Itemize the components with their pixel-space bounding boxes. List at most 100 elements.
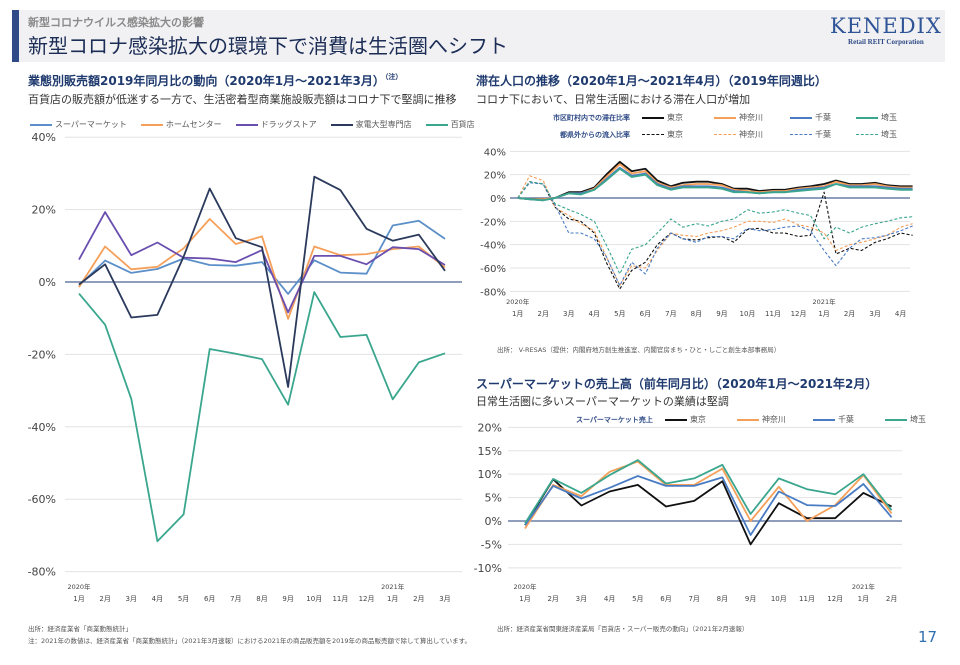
y-tick-label: -40% [28,421,56,434]
legend-label: 埼玉 [881,113,897,122]
legend-group-label: 市区町村内での滞在比率 [553,113,630,122]
y-tick-label: -60% [480,264,506,275]
series-line-0 [78,219,446,295]
logo-subtitle: Retail REIT Corporation [848,38,924,46]
bottom-chart-title: スーパーマーケットの売上高（前年同月比）（2020年1月～2021年2月） [476,377,878,391]
x-tick-label: 5月 [632,595,643,603]
mid-chart-title: 滞在人口の推移（2020年1月～2021年4月）（2019年同週比） [476,74,827,88]
y-tick-label: -80% [28,566,56,579]
y-tick-label: 5% [485,492,502,505]
legend-item-supermarket: スーパーマーケット [30,119,127,130]
legend-label: 神奈川 [739,130,763,139]
x-tick-label: 11月 [332,595,348,603]
x-tick-label: 1月 [858,595,869,603]
legend-label: 家電大型専門店 [355,120,412,129]
x-tick-label: 10月 [771,595,787,603]
x-tick-label: 5月 [614,310,625,318]
mid-chart-subtitle: コロナ下において、日常生活圏における滞在人口が増加 [476,93,751,106]
y-tick-label: 0% [39,276,56,289]
y-tick-label: 40% [484,147,506,158]
x-year-label: 2020年 [67,582,91,591]
page-number: 17 [918,628,938,646]
legend-item-tokyo: 東京 [664,414,723,425]
y-tick-label: -10% [474,562,502,575]
x-tick-label: 10月 [306,595,322,603]
x-tick-label: 8月 [717,595,728,603]
x-tick-label: 4月 [895,310,906,318]
left-chart-subtitle: 百貨店の販売額が低迷する一方で、生活密着型商業施設販売額はコロナ下で堅調に推移 [28,93,457,106]
page-title: 新型コロナ感染拡大の環境下で消費は生活圏へシフト [28,34,508,58]
legend-swatch [425,123,448,126]
x-tick-label: 4月 [589,310,600,318]
x-tick-label: 11月 [799,595,815,603]
legend-swatch [884,418,907,421]
series-line-inflow-6 [517,182,913,287]
legend-item-kanagawa-inflow: 神奈川 [714,129,776,140]
legend-label: ホームセンター [165,120,222,129]
legend-item-department-store: 百貨店 [425,119,475,130]
x-tick-label: 2月 [547,595,558,603]
x-tick-label: 12月 [791,310,807,318]
x-tick-label: 6月 [204,595,215,603]
legend-swatch [856,134,878,135]
series-line-3 [78,175,446,388]
legend-label: 埼玉 [909,415,926,424]
x-tick-label: 2月 [844,310,855,318]
x-tick-label: 8月 [691,310,702,318]
legend-label: 千葉 [815,130,831,139]
legend-item-chiba-inflow: 千葉 [790,129,842,140]
series-line-4 [78,291,446,543]
legend-swatch [812,418,835,421]
legend-swatch [235,123,258,126]
legend-label: 神奈川 [739,113,763,122]
x-tick-label: 5月 [178,595,189,603]
legend-swatch [790,116,812,119]
x-year-label: 2021年 [852,582,876,591]
logo-wordmark: KENEDIX [830,14,942,38]
bottom-chart-source: 出所：経済産業省関東経済産業局「百貨店・スーパー販売の動向」（2021年2月速報… [497,625,749,633]
legend-item-electronics: 家電大型専門店 [330,119,412,130]
y-tick-label: 15% [478,445,502,458]
legend-label: 千葉 [837,415,854,424]
y-tick-label: 40% [32,131,56,144]
legend-swatch [140,123,163,126]
x-tick-label: 1月 [387,595,398,603]
x-tick-label: 2月 [413,595,424,603]
left-chart-title-text: 業態別販売額2019年同月比の動向（2020年1月～2021年3月） [28,74,385,88]
series-line-3 [524,459,893,524]
x-tick-label: 7月 [665,310,676,318]
left-chart-title-note: （注） [384,73,403,81]
x-tick-label: 6月 [640,310,651,318]
header-band [12,10,945,62]
legend-item-saitama: 埼玉 [884,414,926,425]
y-tick-label: -20% [28,348,56,361]
y-tick-label: -20% [480,217,506,228]
x-year-label: 2020年 [506,297,530,306]
x-tick-label: 4月 [604,595,615,603]
x-tick-label: 7月 [688,595,699,603]
x-tick-label: 1月 [519,595,530,603]
y-tick-label: -80% [480,287,506,298]
legend-swatch [330,123,353,126]
x-tick-label: 3月 [563,310,574,318]
legend-swatch [790,134,812,135]
legend-swatch [714,134,736,135]
legend-group-label: スーパーマーケット売上 [576,415,653,424]
legend-swatch [664,418,687,421]
x-tick-label: 9月 [716,310,727,318]
series-line-inflow-5 [517,175,913,287]
legend-label: 東京 [667,113,683,122]
legend-item-kanagawa: 神奈川 [736,414,799,425]
x-tick-label: 7月 [230,595,241,603]
legend-item-saitama-inflow: 埼玉 [856,129,897,140]
legend-item-chiba: 千葉 [812,414,871,425]
legend-label: 埼玉 [881,130,897,139]
y-tick-label: 0% [485,515,502,528]
x-tick-label: 2月 [886,595,897,603]
series-line-1 [78,218,446,320]
legend-item-tokyo: 東京 [642,112,700,123]
x-tick-label: 2月 [537,310,548,318]
legend-item-home-center: ホームセンター [140,119,222,130]
x-year-label: 2021年 [381,582,405,591]
legend-item-drugstore: ドラッグストア [235,119,317,130]
